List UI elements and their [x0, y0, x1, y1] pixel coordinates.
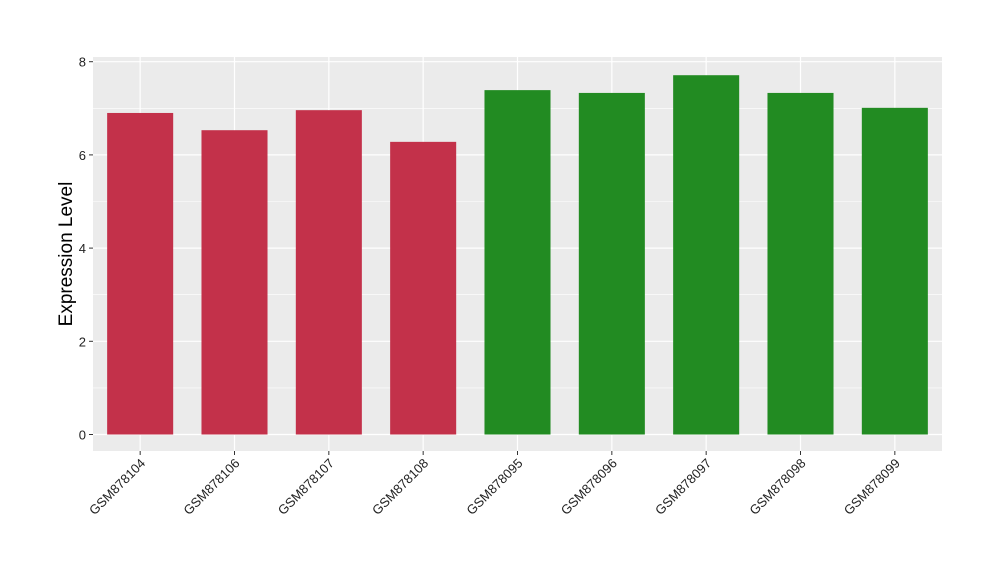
y-tick-label: 6 [79, 148, 86, 163]
bar-GSM878095 [484, 90, 551, 435]
x-tick-label: GSM878107 [275, 456, 337, 518]
y-tick-label: 0 [79, 428, 86, 443]
bar-GSM878098 [767, 92, 834, 435]
x-tick-label: GSM878104 [86, 456, 148, 518]
y-tick-label: 4 [79, 241, 86, 256]
x-tick-label: GSM878099 [841, 456, 903, 518]
bars [107, 75, 928, 435]
y-axis: 0 2 4 6 8 [79, 55, 93, 443]
bar-GSM878106 [201, 130, 268, 435]
bar-GSM878107 [295, 110, 362, 435]
bar-GSM878096 [578, 92, 645, 435]
x-tick-label: GSM878106 [180, 456, 242, 518]
bar-GSM878097 [673, 75, 740, 435]
x-axis: GSM878104 GSM878106 GSM878107 GSM878108 GSM8… [86, 451, 903, 518]
x-tick-label: GSM878096 [558, 456, 620, 518]
x-tick-label: GSM878098 [746, 456, 808, 518]
y-tick-label: 2 [79, 334, 86, 349]
bar-GSM878099 [861, 107, 928, 435]
y-tick-label: 8 [79, 55, 86, 70]
x-tick-label: GSM878095 [463, 456, 525, 518]
y-axis-label: Expression Level [56, 182, 77, 327]
bar-GSM878104 [107, 112, 174, 435]
x-tick-label: GSM878108 [369, 456, 431, 518]
x-tick-label: GSM878097 [652, 456, 714, 518]
bar-GSM878108 [390, 141, 457, 435]
